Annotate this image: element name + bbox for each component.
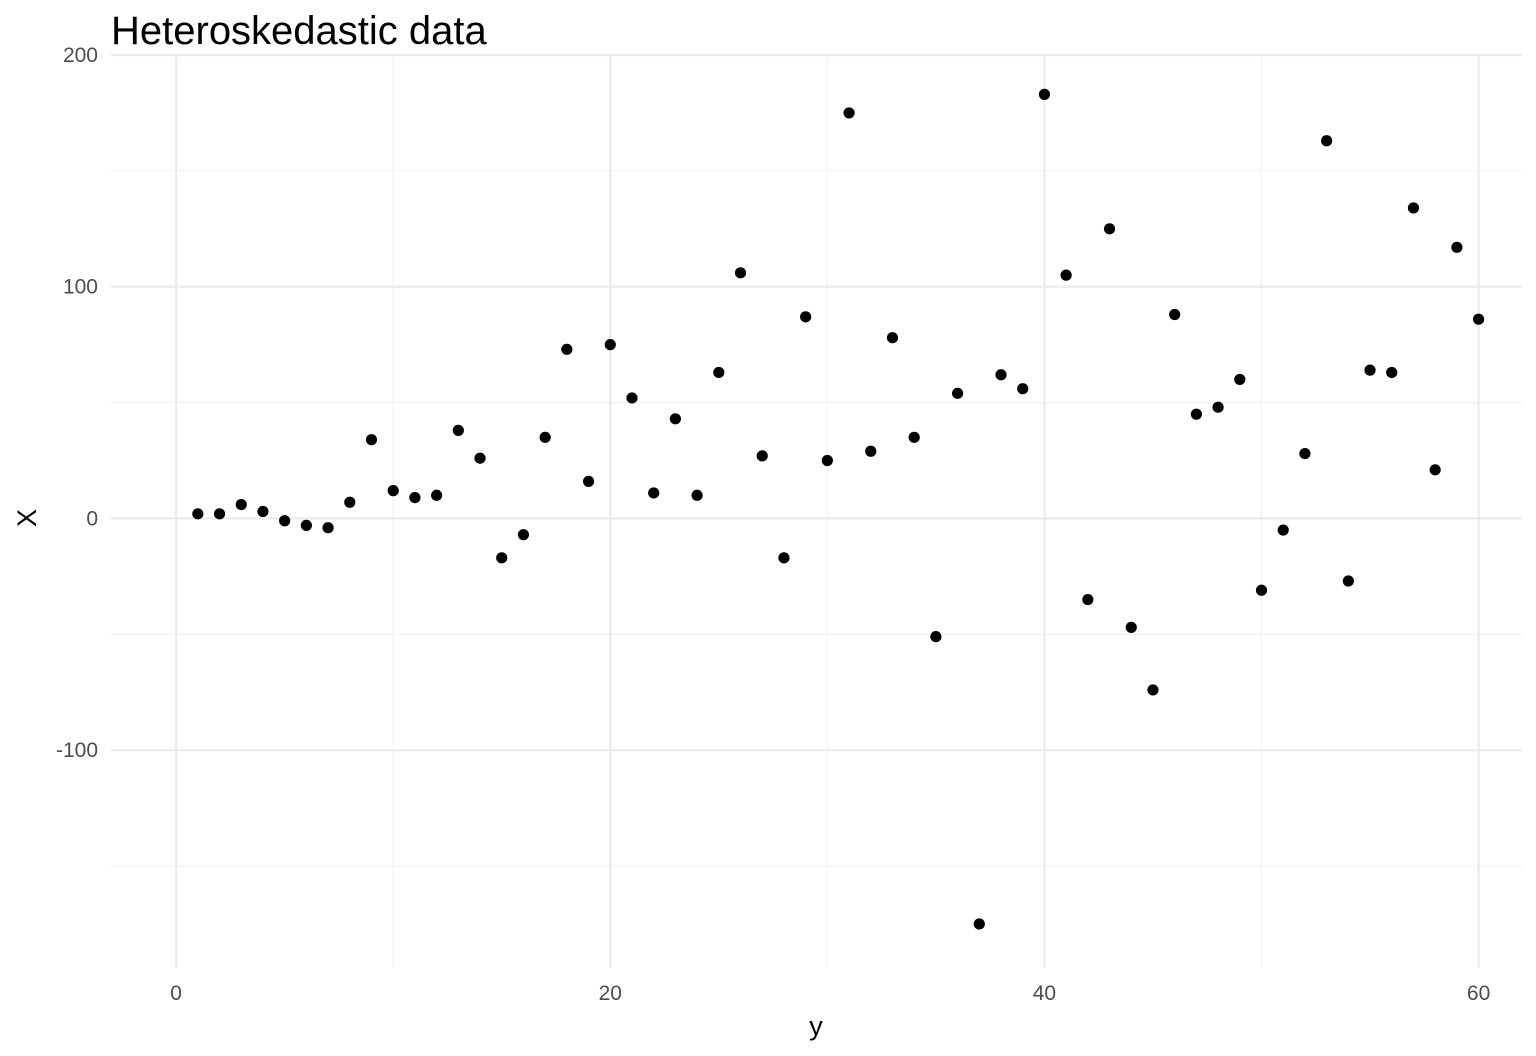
data-point [365,434,378,446]
y-tick-label: 200 [63,44,98,67]
data-point [648,487,660,499]
data-point [344,496,356,508]
data-point [952,387,964,399]
y-tick-label: -100 [56,739,98,762]
x-tick-label: 60 [1467,982,1490,1005]
data-point [1017,383,1029,395]
x-tick-label: 40 [1033,982,1056,1005]
data-point [192,508,204,520]
chart-title: Heteroskedastic data [111,9,488,53]
data-point [1342,575,1354,587]
data-point [1125,621,1137,633]
data-point [582,475,595,487]
data-point [474,452,486,464]
data-point [1147,684,1159,696]
data-point [279,515,291,527]
data-point [1212,401,1224,413]
x-axis-title: y [809,1011,823,1041]
data-point [1299,447,1311,460]
data-point [1060,269,1072,281]
data-point [973,918,985,930]
data-point [1103,223,1116,235]
data-points [192,88,1485,930]
data-point [1082,593,1094,606]
data-point [626,392,638,404]
data-point [778,552,790,564]
data-point [235,498,247,511]
data-point [1038,88,1051,100]
data-point [561,343,573,355]
data-point [821,454,833,467]
x-axis-ticks: 0 20 40 60 [170,982,1490,1005]
data-point [734,267,747,279]
data-point [431,489,443,501]
data-point [800,311,812,323]
data-point [713,366,725,379]
data-point [1234,373,1246,386]
data-point [1429,464,1441,476]
data-point [886,332,899,344]
data-point [1364,364,1376,376]
data-point [300,519,312,532]
data-point [1321,135,1333,147]
data-point [1255,584,1268,596]
data-point [865,445,877,457]
y-tick-label: 0 [86,507,98,530]
data-point [1169,308,1181,321]
data-point [1472,313,1485,325]
data-point [1277,524,1289,536]
data-point [387,485,399,497]
data-point [496,552,508,564]
data-point [1451,241,1463,253]
data-point [213,508,226,520]
data-point [604,339,616,351]
data-point [409,491,421,504]
data-point [1190,408,1202,420]
data-point [1407,202,1420,214]
y-axis-ticks: -100 0 100 200 [56,44,98,762]
data-point [1386,366,1398,379]
data-point [843,107,855,119]
grid [111,53,1522,968]
data-point [908,431,920,443]
data-point [257,505,269,518]
x-tick-label: 0 [170,982,182,1005]
data-point [539,431,551,443]
data-point [322,522,334,534]
data-point [995,369,1007,381]
data-point [452,424,464,436]
data-point [669,413,682,425]
data-point [930,631,942,643]
y-tick-label: 100 [63,276,98,299]
data-point [517,529,530,541]
data-point [756,450,768,462]
x-tick-label: 20 [599,982,622,1005]
data-point [691,489,703,501]
y-axis-title: X [12,509,42,527]
